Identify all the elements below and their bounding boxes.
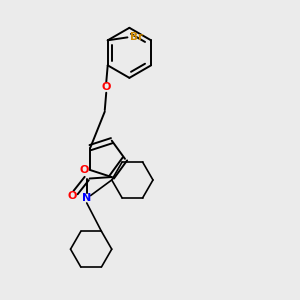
Text: Br: Br: [130, 32, 143, 42]
Text: N: N: [82, 193, 91, 202]
Text: O: O: [67, 191, 77, 201]
Text: O: O: [79, 165, 88, 175]
Text: O: O: [102, 82, 111, 92]
